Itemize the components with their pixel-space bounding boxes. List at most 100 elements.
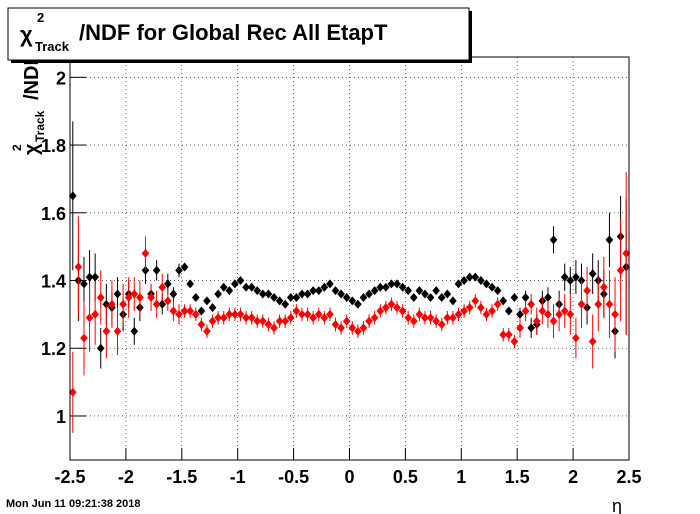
marker — [286, 292, 295, 302]
x-axis-label: η — [612, 496, 622, 514]
marker — [404, 286, 413, 296]
marker — [572, 333, 580, 343]
marker — [102, 326, 111, 336]
marker — [253, 286, 262, 296]
marker — [342, 292, 351, 302]
marker — [409, 292, 418, 302]
marker — [365, 316, 373, 326]
marker — [208, 316, 217, 326]
title-sup: 2 — [37, 10, 44, 25]
marker — [236, 276, 245, 286]
marker — [119, 299, 127, 309]
marker — [437, 320, 446, 330]
marker — [158, 282, 167, 292]
marker — [549, 316, 558, 326]
marker — [253, 316, 262, 326]
marker — [443, 289, 452, 299]
marker — [382, 282, 390, 292]
marker — [80, 279, 88, 289]
marker — [152, 265, 161, 275]
marker — [180, 306, 189, 316]
marker — [247, 313, 256, 323]
marker — [376, 282, 385, 292]
marker — [91, 272, 99, 282]
marker — [281, 316, 290, 326]
marker — [197, 320, 206, 330]
marker — [600, 282, 608, 292]
marker — [398, 306, 407, 316]
marker — [298, 309, 306, 319]
marker — [488, 282, 496, 292]
marker — [365, 289, 373, 299]
x-tick-label: -2.5 — [54, 467, 85, 487]
marker — [270, 292, 278, 302]
marker — [521, 306, 530, 316]
marker — [281, 299, 290, 309]
marker — [538, 306, 547, 316]
marker — [415, 286, 424, 296]
marker — [186, 306, 195, 316]
marker — [488, 306, 496, 316]
marker — [331, 320, 340, 330]
marker — [493, 299, 502, 309]
marker — [124, 292, 133, 302]
marker — [516, 309, 524, 319]
marker — [259, 289, 267, 299]
marker — [136, 292, 144, 302]
marker — [214, 289, 222, 299]
marker — [242, 313, 250, 323]
marker — [504, 306, 513, 316]
marker — [516, 323, 524, 333]
marker — [259, 316, 267, 326]
marker — [387, 299, 396, 309]
marker — [225, 309, 234, 319]
marker — [588, 269, 597, 279]
marker — [292, 292, 301, 302]
marker — [527, 323, 535, 333]
marker — [588, 336, 597, 346]
marker — [314, 286, 323, 296]
timestamp: Mon Jun 11 09:21:38 2018 — [6, 498, 141, 510]
marker — [164, 279, 172, 289]
marker — [203, 326, 211, 336]
marker — [465, 303, 474, 313]
marker — [471, 296, 480, 306]
marker — [605, 299, 614, 309]
marker — [275, 296, 284, 306]
marker — [359, 323, 368, 333]
y-tick-label: 2 — [56, 68, 66, 88]
marker — [186, 279, 195, 289]
y-tick-label: 1.8 — [41, 136, 66, 156]
x-tick-label: 0 — [344, 467, 354, 487]
marker — [197, 306, 206, 316]
marker — [510, 292, 519, 302]
marker — [141, 248, 150, 258]
marker — [499, 296, 508, 306]
marker — [85, 272, 94, 282]
x-tick-label: 2 — [568, 467, 578, 487]
marker — [91, 309, 99, 319]
marker — [594, 299, 603, 309]
title-box: χ 2 Track /NDF for Global Rec All EtapT — [7, 7, 472, 63]
marker — [499, 330, 508, 340]
marker — [231, 309, 239, 319]
marker — [68, 191, 77, 201]
marker — [247, 282, 256, 292]
marker — [270, 323, 278, 333]
marker — [275, 316, 284, 326]
marker — [449, 313, 457, 323]
marker — [309, 286, 317, 296]
marker — [398, 282, 407, 292]
marker — [544, 309, 552, 319]
marker — [359, 292, 368, 302]
marker — [225, 286, 234, 296]
x-tick-label: 0.5 — [393, 467, 418, 487]
marker — [566, 276, 575, 286]
marker — [130, 289, 139, 299]
plot-area: -2.5 -2 -1.5 -1 -0.5 0 0.5 1 1.5 2 2.5 1 1.2 1.4 1.6 1.… — [41, 56, 642, 487]
title-frame — [7, 7, 470, 61]
marker — [337, 289, 345, 299]
marker — [555, 309, 563, 319]
